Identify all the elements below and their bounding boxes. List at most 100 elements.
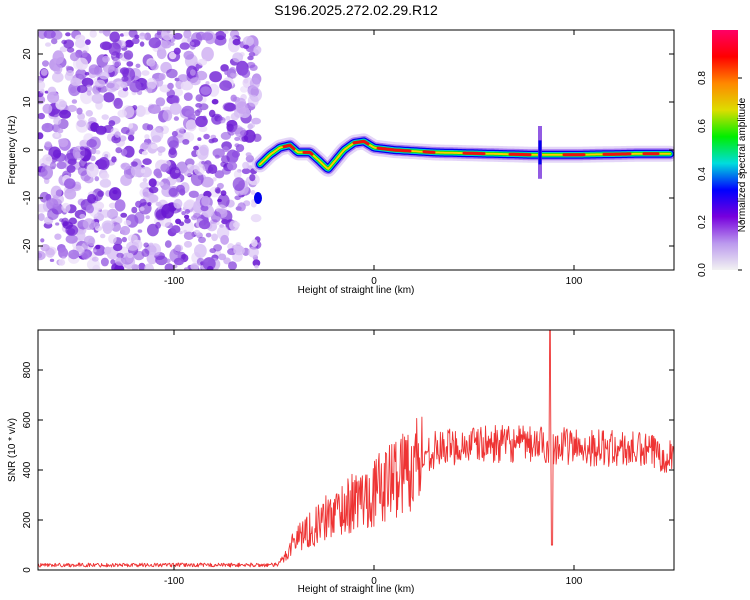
noise-speckle	[160, 163, 170, 173]
noise-speckle	[86, 138, 97, 148]
noise-speckle	[228, 261, 237, 270]
spectrogram-y-label: Frequency (Hz)	[7, 116, 18, 185]
y-tick-label: -10	[22, 190, 33, 205]
noise-speckle	[123, 31, 130, 37]
noise-speckle	[197, 58, 208, 66]
noise-speckle	[230, 72, 235, 78]
y-tick-label: 600	[22, 411, 33, 428]
noise-speckle	[209, 71, 223, 83]
noise-speckle	[201, 195, 211, 207]
noise-speckle	[119, 67, 130, 75]
noise-speckle	[198, 125, 208, 133]
noise-speckle	[114, 131, 121, 138]
noise-speckle	[108, 234, 117, 244]
noise-speckle	[178, 221, 185, 226]
noise-speckle	[144, 134, 150, 140]
noise-speckle	[71, 99, 78, 104]
noise-speckle	[171, 95, 180, 105]
noise-speckle	[174, 244, 184, 252]
noise-speckle	[183, 231, 194, 240]
noise-speckle	[173, 47, 181, 55]
colorbar: 0.0 0.2 0.4 0.6 0.8 Normalized spectral ampl…	[697, 30, 748, 277]
noise-speckle	[44, 90, 49, 94]
noise-speckle	[183, 92, 193, 101]
noise-speckle	[245, 154, 255, 163]
noise-speckle	[99, 172, 110, 180]
noise-speckle	[153, 168, 162, 177]
noise-speckle	[208, 109, 216, 118]
x-tick-label: -100	[164, 276, 184, 287]
noise-speckle	[185, 110, 194, 117]
noise-speckle	[81, 50, 88, 58]
noise-speckle	[58, 138, 65, 144]
noise-speckle	[68, 249, 80, 260]
noise-speckle	[224, 102, 237, 112]
noise-speckle	[198, 236, 206, 244]
noise-speckle	[57, 128, 64, 134]
noise-speckle	[50, 108, 60, 118]
noise-speckle	[167, 136, 179, 148]
noise-speckle	[79, 214, 86, 219]
noise-speckle	[193, 229, 201, 236]
noise-speckle	[254, 264, 259, 269]
noise-speckle	[242, 161, 250, 169]
noise-speckle	[247, 55, 254, 61]
noise-speckle	[234, 136, 241, 141]
noise-speckle	[102, 222, 113, 234]
noise-speckle	[91, 256, 99, 262]
noise-speckle	[127, 134, 135, 142]
noise-speckle	[127, 252, 134, 259]
noise-speckle	[171, 163, 177, 168]
noise-speckle	[211, 233, 219, 242]
spectrogram-x-ticks: -100 0 100	[164, 30, 583, 287]
noise-speckle	[207, 265, 214, 270]
y-tick-label: 200	[22, 511, 33, 528]
snr-y-label: SNR (10 * v/v)	[7, 418, 18, 482]
noise-speckle	[96, 125, 106, 134]
noise-speckle	[168, 51, 177, 60]
colorbar-gradient	[712, 30, 738, 270]
noise-speckle	[99, 71, 110, 80]
noise-speckle	[251, 239, 258, 248]
noise-speckle	[86, 163, 99, 178]
noise-speckle	[121, 75, 129, 82]
y-tick-label: 800	[22, 361, 33, 378]
noise-speckle	[150, 62, 159, 71]
noise-speckle	[233, 170, 242, 179]
noise-speckle	[167, 82, 174, 90]
noise-speckle	[173, 257, 184, 266]
noise-speckle	[201, 32, 214, 41]
noise-speckle	[199, 144, 209, 156]
noise-speckle	[113, 243, 123, 252]
y-tick-label: 400	[22, 461, 33, 478]
noise-speckle	[109, 31, 120, 43]
noise-speckle	[61, 202, 71, 213]
noise-speckle	[130, 164, 143, 177]
noise-speckle	[170, 225, 181, 234]
noise-speckle	[234, 127, 247, 138]
noise-speckle	[247, 94, 259, 107]
noise-speckle	[168, 187, 178, 197]
noise-speckle	[214, 187, 221, 194]
noise-speckle	[126, 61, 134, 67]
noise-speckle	[251, 201, 257, 208]
noise-speckle	[108, 42, 121, 56]
noise-speckle	[94, 176, 100, 182]
noise-speckle	[233, 221, 241, 228]
noise-speckle	[69, 86, 77, 94]
snr-series-line	[38, 330, 674, 568]
spectrogram-x-label: Height of straight line (km)	[298, 285, 415, 296]
noise-speckle	[221, 167, 231, 175]
noise-speckle	[120, 174, 132, 186]
noise-speckle	[143, 263, 155, 270]
noise-speckle	[215, 30, 227, 41]
noise-speckle	[98, 30, 103, 34]
noise-speckle	[165, 258, 171, 264]
noise-speckle	[56, 161, 67, 170]
noise-speckle	[89, 30, 97, 38]
noise-speckle	[83, 235, 95, 247]
noise-speckle	[80, 150, 88, 157]
noise-speckle	[148, 37, 161, 49]
noise-speckle	[233, 245, 245, 256]
noise-speckle	[86, 204, 94, 214]
